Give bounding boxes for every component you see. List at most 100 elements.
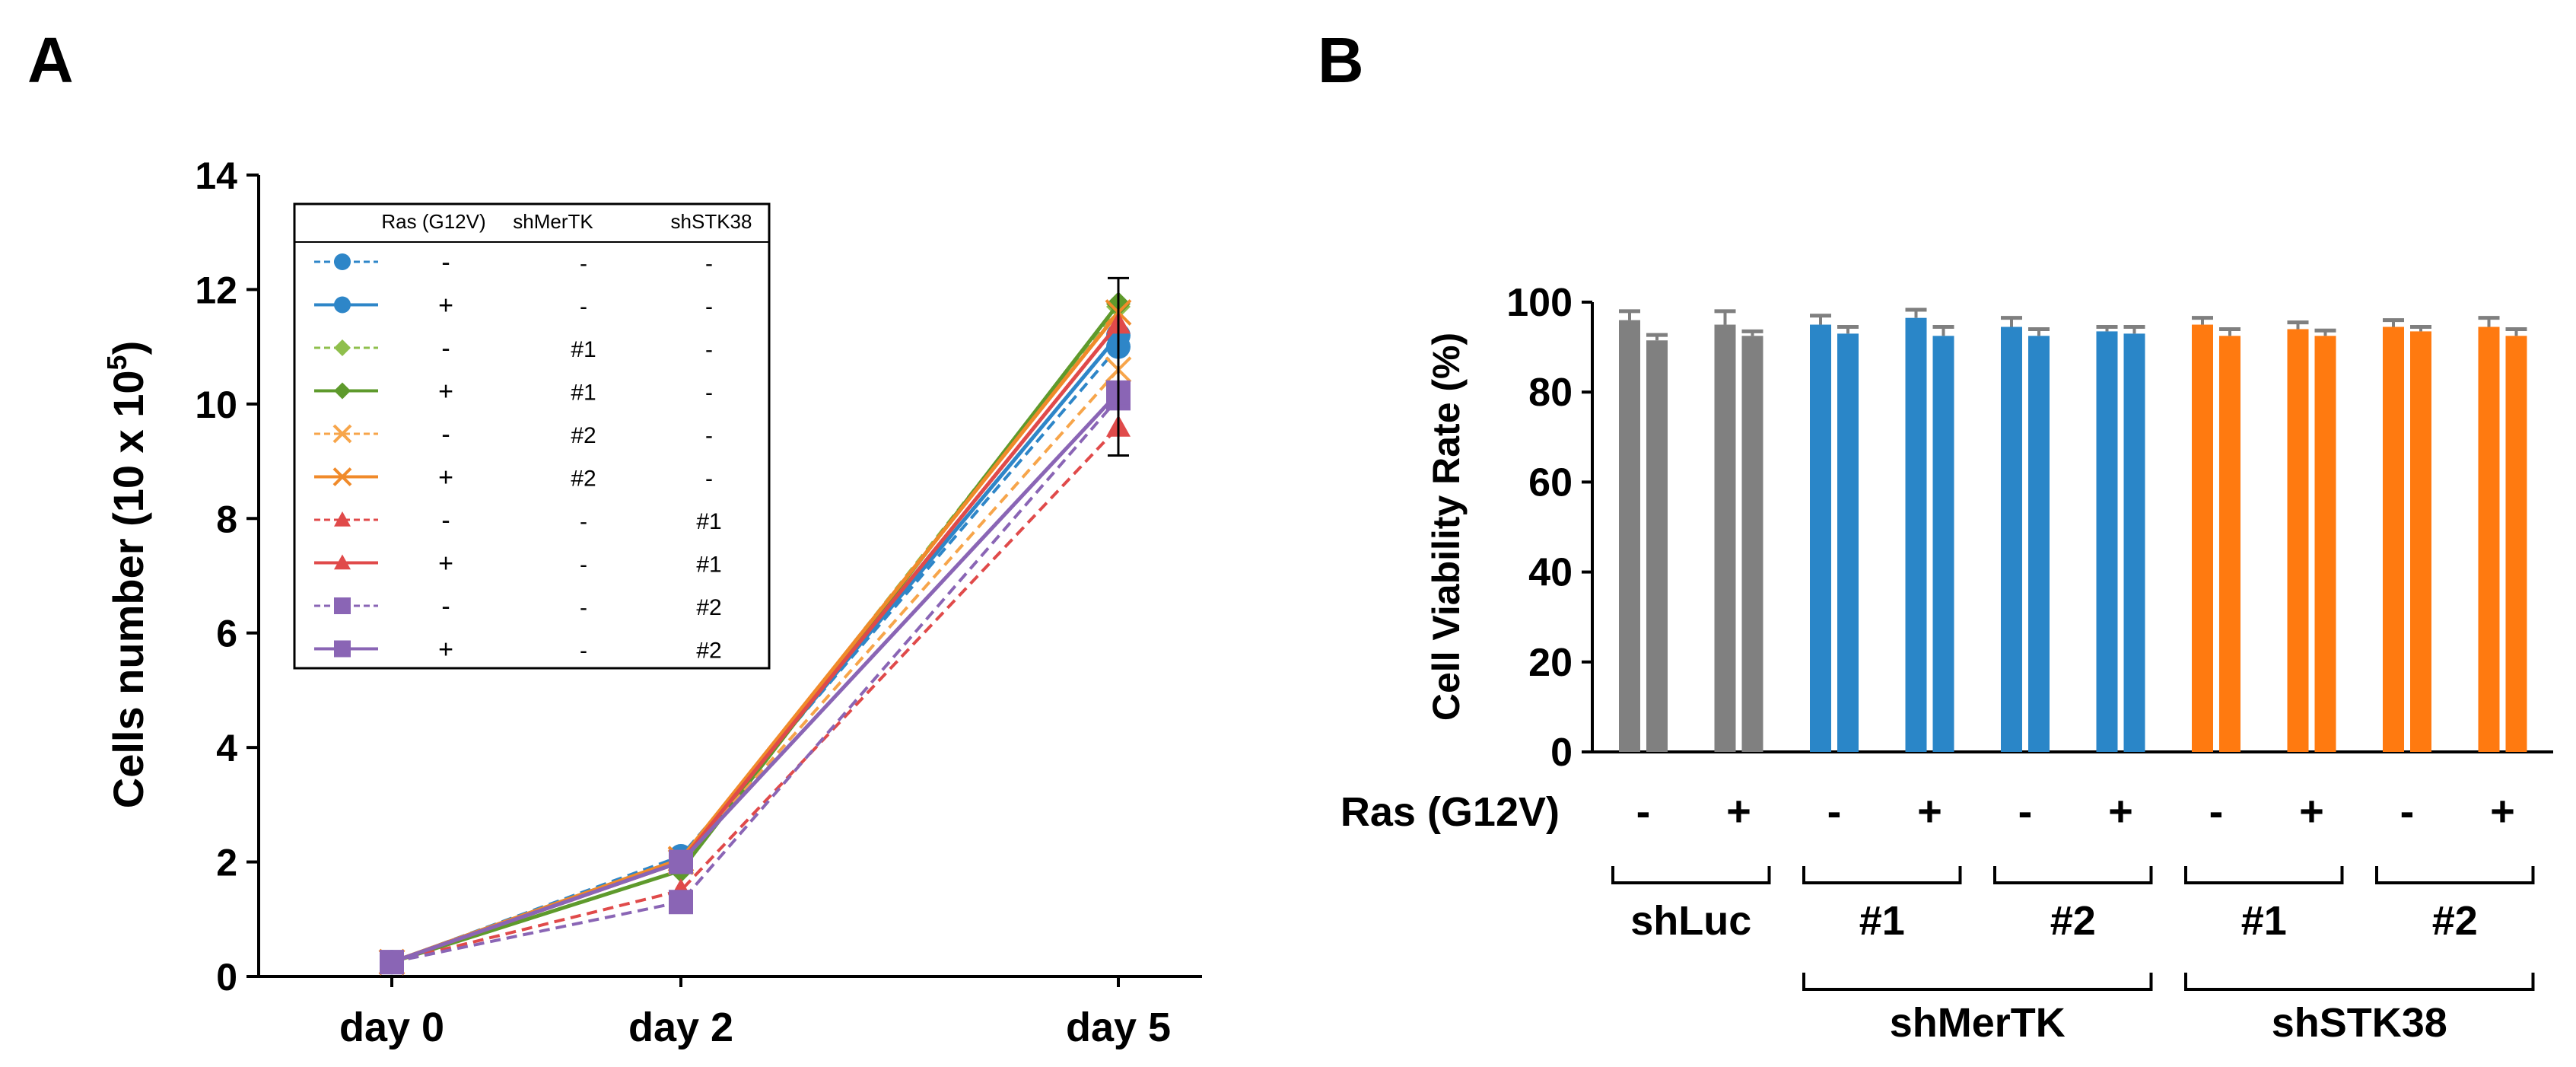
legend-swatch-marker: [334, 253, 351, 270]
legend-mertk-value: #2: [571, 467, 596, 492]
bar-9-1: [2505, 336, 2527, 752]
group-bracket: [1611, 866, 1771, 884]
legend-header: shMerTK: [513, 210, 593, 233]
group-label: #2: [2432, 898, 2478, 944]
group-bracket: [2375, 866, 2535, 884]
legend-swatch-marker: [332, 424, 352, 444]
y-tick-label-a: 12: [195, 269, 237, 311]
bar-8-0: [2383, 326, 2404, 752]
y-tick-label-a: 6: [216, 613, 237, 655]
bar-4-0: [2001, 326, 2022, 752]
bar-0-1: [1646, 340, 1668, 752]
group-label: #1: [1859, 898, 1905, 944]
chart-a-growth-curve: 0 2 4 6 8 10 12 14 day 0 day 2 day 5 Cells number (…: [101, 154, 1202, 1050]
legend-ras-value: -: [441, 506, 450, 535]
legend-mertk-value: #2: [571, 423, 596, 448]
legend-header: shSTK38: [671, 210, 752, 233]
legend-ras-value: -: [441, 420, 450, 449]
ras-sign: +: [1726, 787, 1751, 835]
bar-6-1: [2219, 336, 2240, 752]
group-bracket: [1802, 866, 1962, 884]
legend-ras-value: -: [441, 592, 450, 621]
legend-header: Ras (G12V): [381, 210, 485, 233]
y-tick-label-a: 4: [216, 727, 237, 769]
y-tick-label-a: 2: [216, 842, 237, 884]
legend-stk-value: #1: [696, 509, 721, 534]
bar-7-0: [2287, 329, 2309, 753]
super-group-label: shMerTK: [1890, 1000, 2066, 1046]
ras-sign: -: [2018, 787, 2033, 835]
panel-label-b: B: [1318, 24, 1364, 96]
group-bracket: [2184, 866, 2344, 884]
legend-stk-value: -: [705, 467, 713, 492]
legend-stk-value: -: [705, 251, 713, 276]
legend-mertk-value: -: [580, 553, 587, 578]
y-tick-label-b: 40: [1528, 551, 1573, 595]
legend-stk-value: -: [705, 295, 713, 320]
bar-9-0: [2478, 326, 2500, 752]
y-axis-title-a: Cells number (10 x 105): [101, 341, 152, 809]
legend-swatch-marker: [334, 511, 351, 527]
ras-row-label: Ras (G12V): [1340, 789, 1560, 835]
y-tick-label-a: 0: [216, 956, 237, 999]
ras-sign: -: [1827, 787, 1842, 835]
legend-mertk-value: #1: [571, 337, 596, 362]
legend-stk-value: #1: [696, 553, 721, 578]
y-tick-label-b: 80: [1528, 371, 1573, 415]
legend-swatch-marker: [334, 597, 351, 614]
legend-ras-value: +: [438, 549, 453, 578]
legend-stk-value: -: [705, 423, 713, 448]
ras-sign: +: [2299, 787, 2324, 835]
bar-1-0: [1714, 324, 1736, 752]
group-bracket: [1993, 866, 2153, 884]
legend-mertk-value: -: [580, 509, 587, 534]
bar-4-1: [2028, 336, 2050, 752]
y-tick-label-b: 100: [1506, 281, 1573, 325]
bar-3-0: [1905, 317, 1927, 752]
bar-0-0: [1619, 320, 1640, 752]
ras-sign: +: [2108, 787, 2133, 835]
y-axis-title-a-sup: 5: [101, 355, 132, 370]
panel-label-a: A: [27, 24, 74, 96]
group-label: shLuc: [1630, 898, 1751, 944]
legend-stk-value: #2: [696, 595, 721, 620]
y-tick-label-b: 0: [1550, 731, 1573, 775]
legend-ras-value: +: [438, 291, 453, 320]
legend-swatch-marker: [334, 296, 351, 314]
bar-1-1: [1741, 336, 1763, 752]
legend-ras-value: -: [441, 334, 450, 363]
legend-stk-value: #2: [696, 639, 721, 664]
bar-7-1: [2314, 336, 2336, 752]
legend-ras-value: -: [441, 248, 450, 277]
bar-2-1: [1837, 333, 1859, 752]
data-point-s9-0: [380, 950, 404, 975]
ras-sign: -: [2209, 787, 2224, 835]
series-line-8: [391, 397, 1120, 964]
legend-stk-value: -: [705, 381, 713, 406]
series-line-6: [391, 425, 1120, 964]
bar-8-1: [2410, 331, 2431, 752]
y-axis-title-b: Cell Viability Rate (%): [1425, 333, 1468, 721]
legend-ras-value: +: [438, 463, 453, 492]
bar-3-1: [1932, 336, 1954, 752]
ras-sign: +: [1917, 787, 1942, 835]
ras-sign: +: [2490, 787, 2515, 835]
y-tick-label-a: 14: [195, 154, 237, 197]
group-label: #1: [2241, 898, 2287, 944]
legend-swatch-marker: [334, 339, 351, 356]
chart-b-viability-bars: 0 20 40 60 80 100 Cell Viability Rate (%) Ras (…: [1340, 281, 2553, 1046]
x-tick-label-a: day 2: [628, 1005, 733, 1050]
x-tick-label-a: day 5: [1066, 1005, 1171, 1050]
legend-swatch-marker: [332, 467, 352, 486]
bar-5-0: [2096, 331, 2118, 752]
super-group-label: shSTK38: [2272, 1000, 2447, 1046]
x-tick-label-a: day 0: [339, 1005, 444, 1050]
legend-swatch-marker-stroke-b: [332, 424, 352, 444]
legend-mertk-value: -: [580, 295, 587, 320]
bar-6-0: [2192, 324, 2213, 752]
legend-stk-value: -: [705, 337, 713, 362]
data-point-s9-1: [669, 849, 693, 874]
ras-sign: -: [1636, 787, 1651, 835]
legend-swatch-marker: [334, 640, 351, 658]
